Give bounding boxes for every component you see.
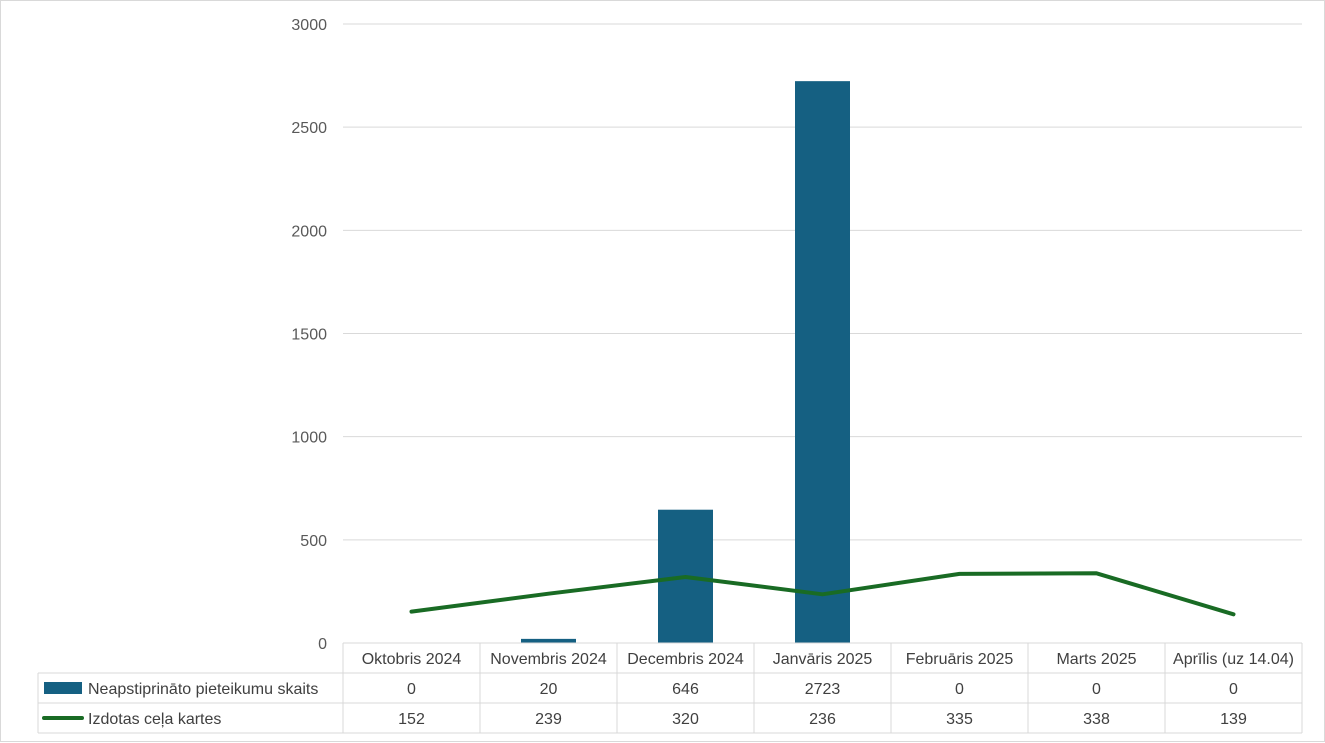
data-value: 2723 xyxy=(805,681,841,698)
line-series xyxy=(409,571,1236,617)
category-label: Februāris 2025 xyxy=(906,651,1014,668)
y-tick-label: 500 xyxy=(300,533,327,550)
legend-key-bar xyxy=(44,682,82,694)
category-label: Decembris 2024 xyxy=(627,651,744,668)
series-line xyxy=(409,571,1236,617)
category-label: Marts 2025 xyxy=(1056,651,1136,668)
y-tick-label: 1500 xyxy=(291,327,327,344)
data-value: 0 xyxy=(955,681,964,698)
y-tick-label: 2500 xyxy=(291,120,327,137)
data-value: 335 xyxy=(946,711,973,728)
data-value: 20 xyxy=(540,681,558,698)
legend-label: Izdotas ceļa kartes xyxy=(88,711,221,728)
data-value: 152 xyxy=(398,711,425,728)
bar xyxy=(521,638,576,643)
data-value: 0 xyxy=(407,681,416,698)
data-value: 0 xyxy=(1092,681,1101,698)
category-label: Novembris 2024 xyxy=(490,651,607,668)
y-tick-label: 2000 xyxy=(291,223,327,240)
bar xyxy=(795,81,850,643)
category-label: Oktobris 2024 xyxy=(362,651,462,668)
data-value: 236 xyxy=(809,711,836,728)
y-tick-label: 3000 xyxy=(291,17,327,34)
data-value: 0 xyxy=(1229,681,1238,698)
data-value: 646 xyxy=(672,681,699,698)
data-value: 320 xyxy=(672,711,699,728)
legend-label: Neapstiprināto pieteikumu skaits xyxy=(88,681,318,698)
y-axis-ticks: 0 500 1000 1500 2000 2500 3000 xyxy=(291,17,327,653)
data-value: 139 xyxy=(1220,711,1247,728)
data-value: 338 xyxy=(1083,711,1110,728)
bar-series xyxy=(521,81,850,643)
category-label: Aprīlis (uz 14.04) xyxy=(1173,651,1294,668)
data-value: 239 xyxy=(535,711,562,728)
y-tick-label: 1000 xyxy=(291,430,327,447)
data-table: Oktobris 2024 Novembris 2024 Decembris 202… xyxy=(37,642,1303,734)
category-label: Janvāris 2025 xyxy=(773,651,873,668)
y-tick-label: 0 xyxy=(318,636,327,653)
